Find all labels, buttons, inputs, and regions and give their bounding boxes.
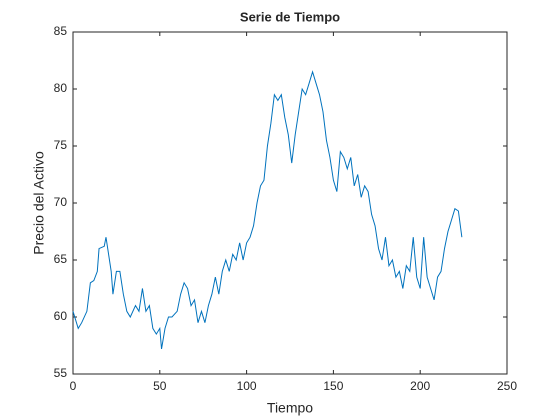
y-tick-label: 75 [54,138,68,152]
chart-title: Serie de Tiempo [240,9,340,24]
data-line [72,70,463,350]
x-tick-label: 0 [70,379,77,393]
y-tick-label: 60 [54,309,68,323]
x-tick-label: 150 [323,379,343,393]
y-tick-label: 55 [54,366,68,380]
y-axis-label: Precio del Activo [31,151,47,255]
y-tick-label: 80 [54,81,68,95]
x-tick-label: 200 [410,379,430,393]
plot-box [72,31,508,375]
x-tick-label: 50 [153,379,167,393]
y-tick-label: 70 [54,195,68,209]
y-tick-label: 85 [54,24,68,38]
x-axis-label: Tiempo [267,400,313,416]
x-tick-label: 250 [497,379,517,393]
y-tick-label: 65 [54,252,68,266]
x-tick-label: 100 [237,379,257,393]
